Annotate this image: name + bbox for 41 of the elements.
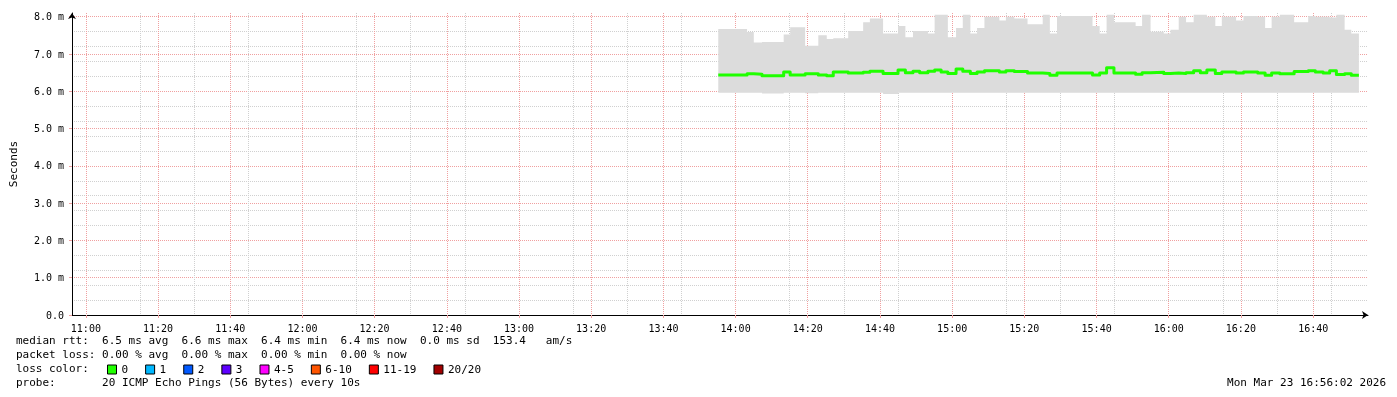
x-tick-label: 11:00 [70, 322, 101, 334]
x-tick-label: 11:40 [215, 322, 246, 334]
legend-label: 11-19 [383, 363, 417, 376]
x-tick-label: 16:00 [1153, 322, 1184, 334]
y-tick-label: 6.0 m [33, 85, 64, 97]
x-tick-label: 14:20 [792, 322, 823, 334]
text: probe: 20 ICMP Echo Pings (56 Bytes) every 10s [16, 376, 361, 389]
legend-label: 0 [121, 363, 129, 376]
legend-title: loss color: [16, 362, 89, 375]
y-tick-label: 2.0 m [33, 234, 64, 246]
y-tick-label: 1.0 m [33, 272, 64, 284]
x-tick-label: 13:40 [648, 322, 679, 334]
legend-label: 3 [235, 363, 243, 376]
y-axis-title: Seconds [7, 140, 20, 188]
y-tick-label: 7.0 m [33, 48, 64, 60]
x-tick-label: 14:00 [720, 322, 751, 334]
x-tick-label: 14:40 [865, 322, 896, 334]
x-tick-label: 15:00 [937, 322, 968, 334]
x-tick-label: 12:20 [359, 322, 390, 334]
x-tick-label: 13:00 [503, 322, 535, 334]
y-tick-label: 5.0 m [33, 123, 64, 135]
y-tick-label: 4.0 m [33, 160, 64, 172]
x-tick-label: 13:20 [576, 322, 607, 334]
legend-label: 1 [159, 363, 167, 376]
x-tick-label: 15:40 [1081, 322, 1112, 334]
text: median rtt: 6.5 ms avg 6.6 ms max 6.4 ms min 6.4 ms now 0.0 ms sd 153.4 am/s [16, 334, 573, 347]
x-tick-label: 16:40 [1298, 322, 1329, 334]
text: packet loss: 0.00 % avg 0.00 % max 0.00 % min 0.00 % now [16, 348, 408, 361]
legend-label: 20/20 [447, 363, 482, 376]
legend-label: 6-10 [325, 363, 352, 376]
y-tick-label: 0.0 [45, 309, 64, 321]
x-tick-label: 11:20 [142, 322, 174, 334]
x-tick-label: 12:40 [431, 322, 462, 334]
text: Mon Mar 23 16:56:02 2026 [1227, 376, 1387, 389]
legend-label: 2 [197, 363, 205, 376]
x-tick-label: 16:20 [1225, 322, 1256, 334]
legend-label: 4-5 [273, 363, 294, 376]
x-tick-label: 12:00 [287, 322, 318, 334]
y-tick-label: 3.0 m [33, 197, 64, 209]
x-tick-label: 15:20 [1009, 322, 1040, 334]
y-tick-label: 8.0 m [33, 11, 64, 23]
